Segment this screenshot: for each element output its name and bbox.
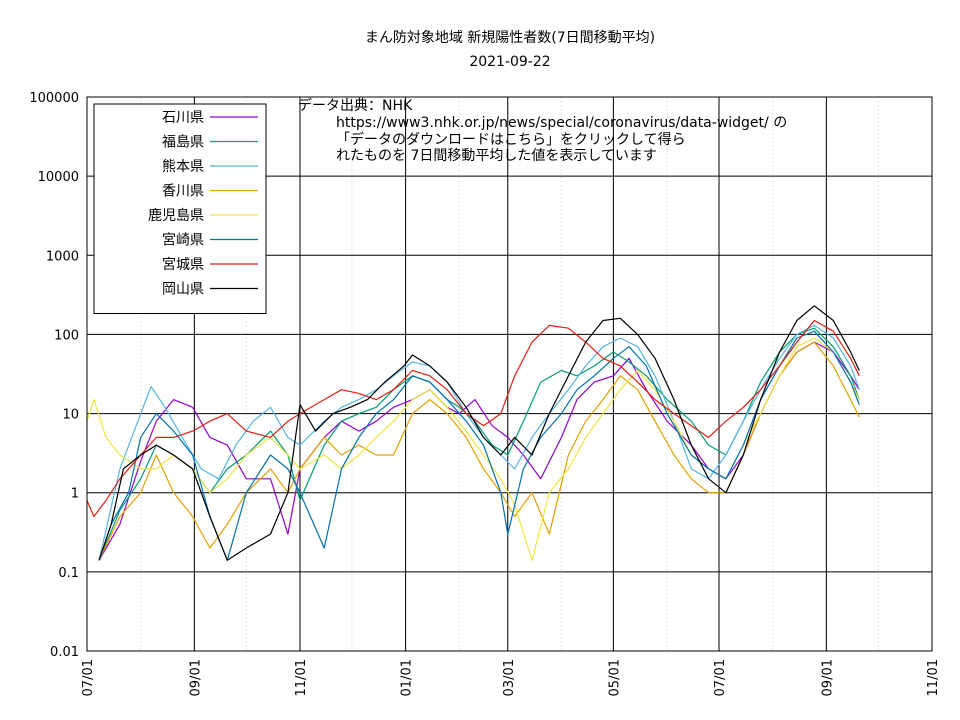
y-tick-label: 1000 xyxy=(46,249,79,264)
legend-label-8: 岡山県 xyxy=(162,282,204,298)
y-tick-label: 10 xyxy=(62,408,79,423)
chart-title: まん防対象地域 新規陽性者数(7日間移動平均) xyxy=(365,30,655,46)
y-tick-label: 0.01 xyxy=(50,645,79,660)
y-tick-label: 100 xyxy=(54,328,79,343)
series-line-8 xyxy=(98,305,860,561)
x-tick-label: 03/01 xyxy=(502,659,517,696)
series-line-7 xyxy=(86,319,860,518)
legend-label-5: 鹿児島県 xyxy=(148,207,204,224)
x-tick-label: 11/01 xyxy=(926,659,941,696)
x-axis: 07/01 09/01 11/01 01/01 03/01 05/01 07/01 09/01… xyxy=(81,659,941,696)
legend-label-6: 宮崎県 xyxy=(162,233,204,249)
legend-label-1: 石川県 xyxy=(162,110,204,126)
x-tick-label: 09/01 xyxy=(820,659,835,696)
chart-subtitle: 2021-09-22 xyxy=(469,54,550,70)
y-tick-label: 10000 xyxy=(38,170,79,185)
x-tick-label: 11/01 xyxy=(294,659,309,696)
legend-label-4: 香川県 xyxy=(162,184,204,200)
x-tick-label: 09/01 xyxy=(188,659,203,696)
legend-label-3: 熊本県 xyxy=(162,159,204,175)
y-axis: 0.01 0.1 1 10 100 1000 10000 100000 xyxy=(29,91,79,660)
note-line-2: https://www3.nhk.or.jp/news/special/coro… xyxy=(336,115,787,131)
source-note: データ出典：NHK https://www3.nhk.or.jp/news/sp… xyxy=(298,97,787,164)
plot-frame xyxy=(86,96,933,652)
x-tick-label: 05/01 xyxy=(607,659,622,696)
note-line-3: 「データのダウンロードはこちら」をクリックして得ら xyxy=(336,131,686,148)
legend-box xyxy=(93,103,267,314)
legend-label-2: 福島県 xyxy=(162,135,204,151)
series-group xyxy=(86,305,860,561)
y-tick-label: 100000 xyxy=(29,91,79,106)
y-tick-label: 1 xyxy=(71,487,79,502)
x-tick-label: 07/01 xyxy=(81,659,96,696)
x-tick-label: 01/01 xyxy=(400,659,415,696)
note-line-4: れたものを 7日間移動平均した値を表示しています xyxy=(336,148,657,164)
series-line-4 xyxy=(98,341,860,561)
note-line-1: データ出典：NHK xyxy=(298,97,413,114)
legend-label-7: 宮城県 xyxy=(162,257,204,273)
y-tick-label: 0.1 xyxy=(58,566,79,581)
x-tick-label: 07/01 xyxy=(713,659,728,696)
series-line-1 xyxy=(98,341,860,561)
